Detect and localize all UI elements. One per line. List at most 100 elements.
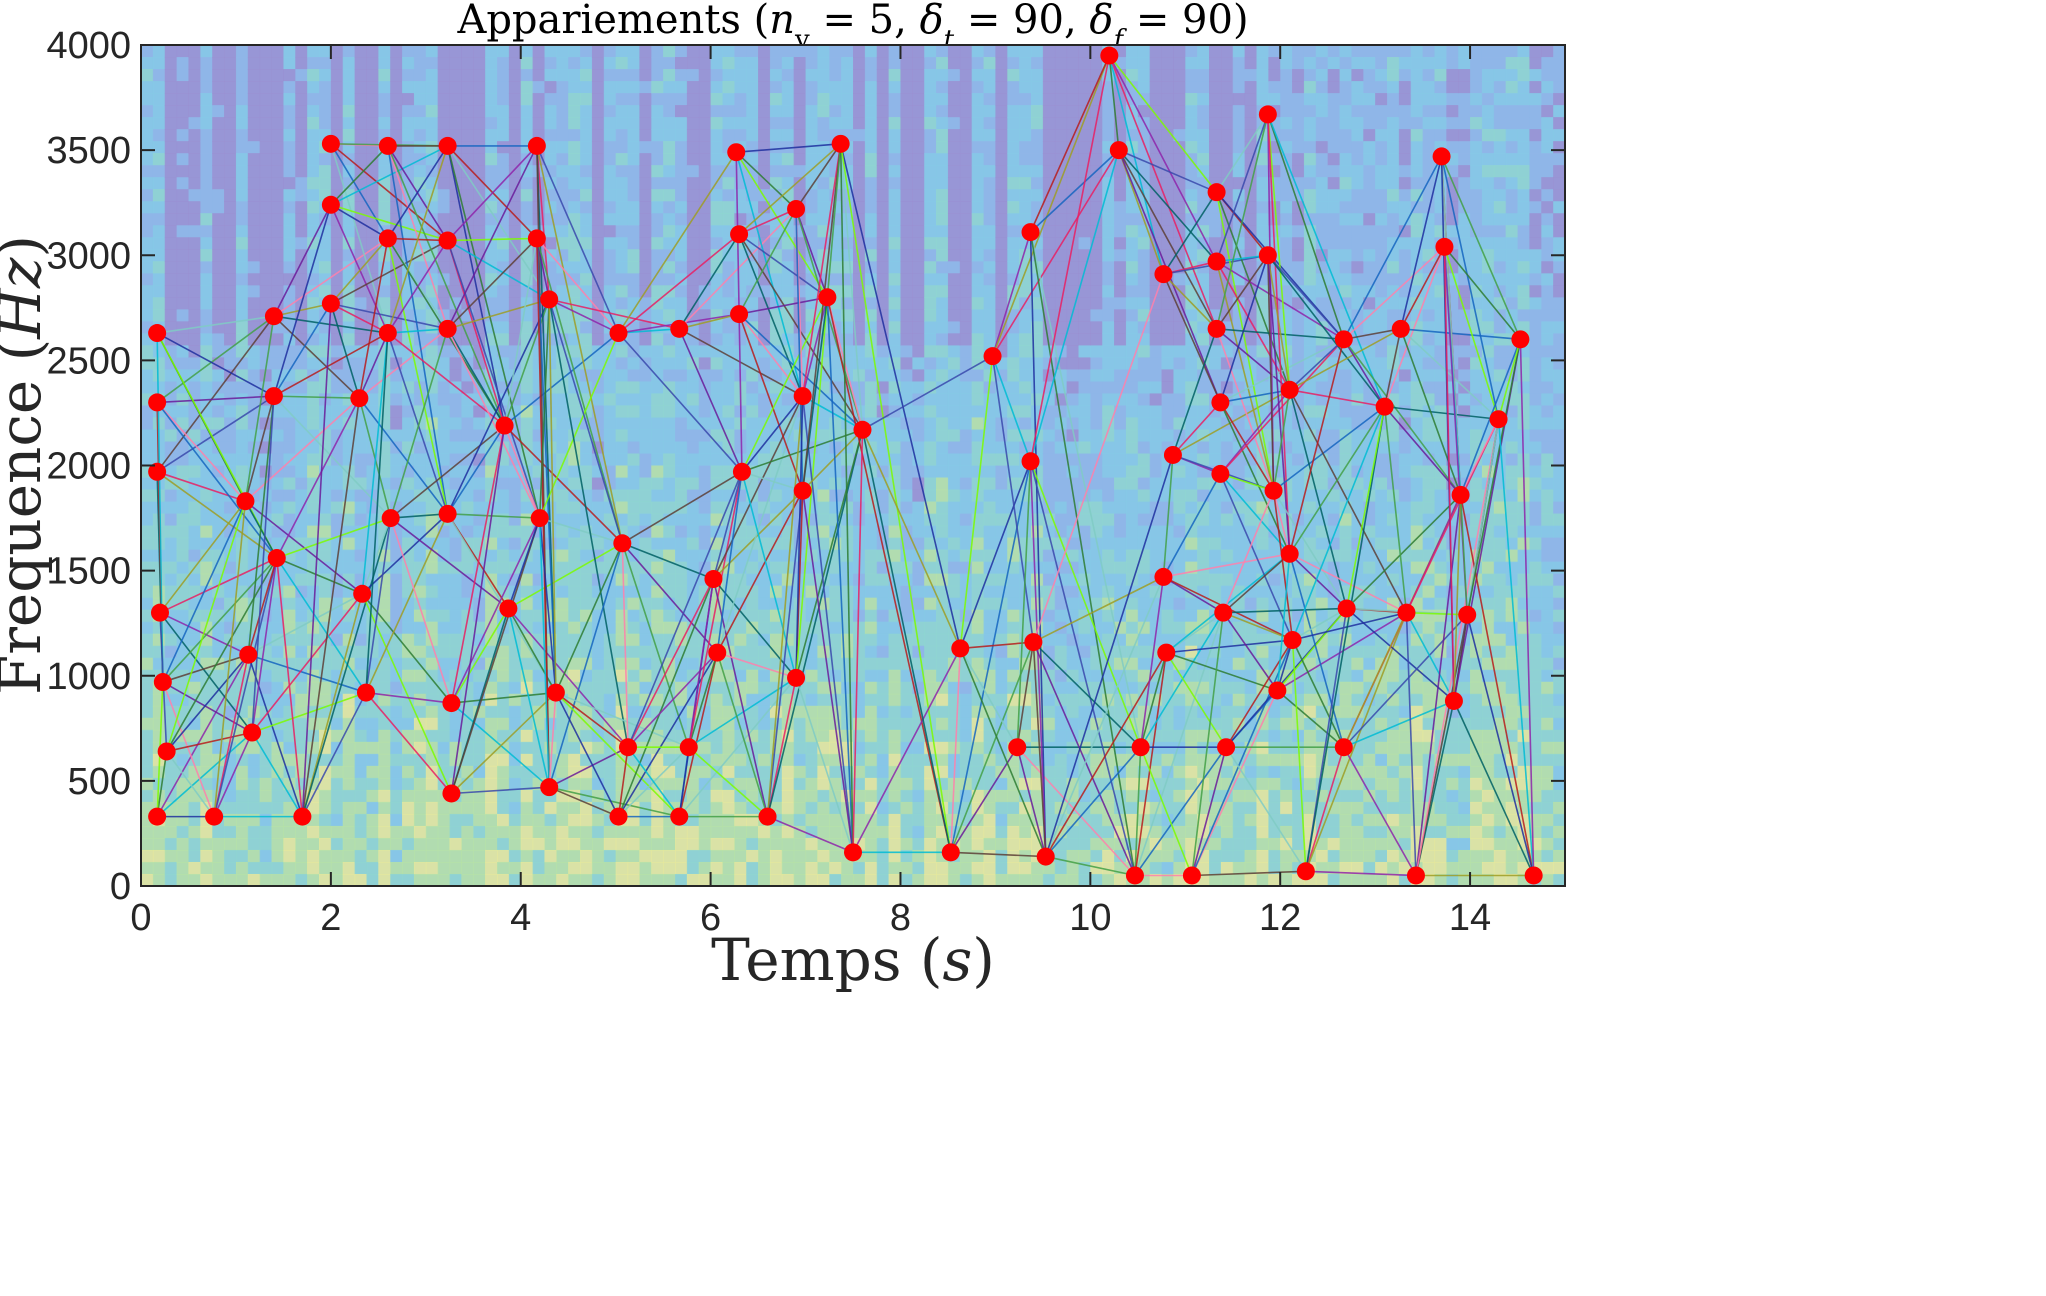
spectrogram-cell <box>627 489 640 503</box>
spectrogram-cell <box>319 549 332 563</box>
spectrogram-cell <box>639 669 652 683</box>
spectrogram-cell <box>936 225 949 238</box>
spectrogram-cell <box>864 141 878 154</box>
spectrogram-cell <box>141 441 154 455</box>
spectrogram-cell <box>734 81 747 94</box>
spectrogram-cell <box>520 717 534 731</box>
spectrogram-cell <box>188 381 201 395</box>
spectrogram-cell <box>449 717 462 731</box>
spectrogram-cell <box>627 333 640 346</box>
spectrogram-cell <box>580 321 593 334</box>
spectrogram-cell <box>793 189 807 202</box>
spectrogram-cell <box>330 405 344 419</box>
spectrogram-cell <box>971 57 985 70</box>
spectrogram-cell <box>805 861 818 875</box>
spectrogram-cell <box>508 345 522 358</box>
spectrogram-cell <box>924 837 937 851</box>
spectrogram-cell <box>853 489 866 503</box>
spectrogram-cell <box>390 837 403 851</box>
spectrogram-cell <box>497 501 510 515</box>
spectrogram-cell <box>936 177 949 190</box>
spectrogram-cell <box>651 177 664 190</box>
spectrogram-cell <box>793 105 807 118</box>
spectrogram-cell <box>959 177 973 190</box>
spectrogram-cell <box>532 849 546 863</box>
spectrogram-cell <box>141 261 154 274</box>
spectrogram-cell <box>603 225 617 238</box>
spectrogram-cell <box>485 45 498 58</box>
spectrogram-cell <box>485 849 498 863</box>
spectrogram-cell <box>188 681 201 695</box>
spectrogram-cell <box>259 249 273 262</box>
spectrogram-cell <box>425 513 439 527</box>
spectrogram-cell <box>224 813 237 827</box>
spectrogram-cell <box>603 57 617 70</box>
spectrogram-cell <box>841 93 854 106</box>
spectrogram-cell <box>817 873 830 886</box>
spectrogram-cell <box>615 189 629 202</box>
spectrogram-cell <box>188 501 201 515</box>
spectrogram-cell <box>864 69 878 82</box>
spectrogram-cell <box>485 153 498 166</box>
spectrogram-cell <box>295 465 308 479</box>
spectrogram-cell <box>485 549 498 563</box>
spectrogram-cell <box>366 189 379 202</box>
spectrogram-cell <box>473 45 486 58</box>
spectrogram-cell <box>354 333 368 346</box>
spectrogram-cell <box>580 333 593 346</box>
spectrogram-cell <box>164 285 178 298</box>
spectrogram-cell <box>402 789 415 803</box>
spectrogram-cell <box>888 837 902 851</box>
spectrogram-cell <box>722 873 735 886</box>
spectrogram-cell <box>235 369 249 382</box>
spectrogram-cell <box>283 801 296 815</box>
spectrogram-cell <box>603 201 617 214</box>
spectrogram-cell <box>200 249 213 262</box>
spectrogram-cell <box>639 165 652 178</box>
spectrogram-cell <box>212 753 225 767</box>
spectrogram-cell <box>888 645 902 659</box>
spectrogram-cell <box>900 81 913 94</box>
spectrogram-cell <box>912 153 925 166</box>
spectrogram-cell <box>698 837 712 851</box>
spectrogram-cell <box>603 597 617 611</box>
spectrogram-cell <box>936 741 949 755</box>
spectrogram-cell <box>580 273 593 286</box>
spectrogram-cell <box>461 417 474 431</box>
spectrogram-cell <box>473 777 486 791</box>
spectrogram-cell <box>508 489 522 503</box>
spectrogram-cell <box>591 69 605 82</box>
spectrogram-cell <box>710 117 724 130</box>
spectrogram-cell <box>449 417 462 431</box>
spectrogram-cell <box>330 117 344 130</box>
spectrogram-cell <box>413 813 427 827</box>
spectrogram-cell <box>876 741 890 755</box>
spectrogram-cell <box>793 129 807 142</box>
spectrogram-cell <box>746 837 759 851</box>
spectrogram-cell <box>580 873 593 886</box>
spectrogram-cell <box>235 105 249 118</box>
spectrogram-cell <box>793 777 807 791</box>
spectrogram-cell <box>580 453 593 467</box>
spectrogram-cell <box>639 177 652 190</box>
spectrogram-cell <box>758 597 771 611</box>
spectrogram-cell <box>817 141 830 154</box>
spectrogram-cell <box>461 453 474 467</box>
spectrogram-cell <box>947 153 961 166</box>
spectrogram-cell <box>437 213 451 226</box>
spectrogram-cell <box>176 753 190 767</box>
spectrogram-cell <box>947 45 961 58</box>
spectrogram-cell <box>924 189 937 202</box>
spectrogram-cell <box>722 189 735 202</box>
spectrogram-cell <box>271 585 284 599</box>
spectrogram-cell <box>817 117 830 130</box>
spectrogram-cell <box>639 141 652 154</box>
spectrogram-cell <box>603 777 617 791</box>
spectrogram-cell <box>141 381 154 395</box>
spectrogram-cell <box>200 93 213 106</box>
spectrogram-cell <box>212 345 225 358</box>
spectrogram-cell <box>639 129 652 142</box>
spectrogram-cell <box>817 789 830 803</box>
spectrogram-cell <box>947 465 961 479</box>
spectrogram-cell <box>722 813 735 827</box>
